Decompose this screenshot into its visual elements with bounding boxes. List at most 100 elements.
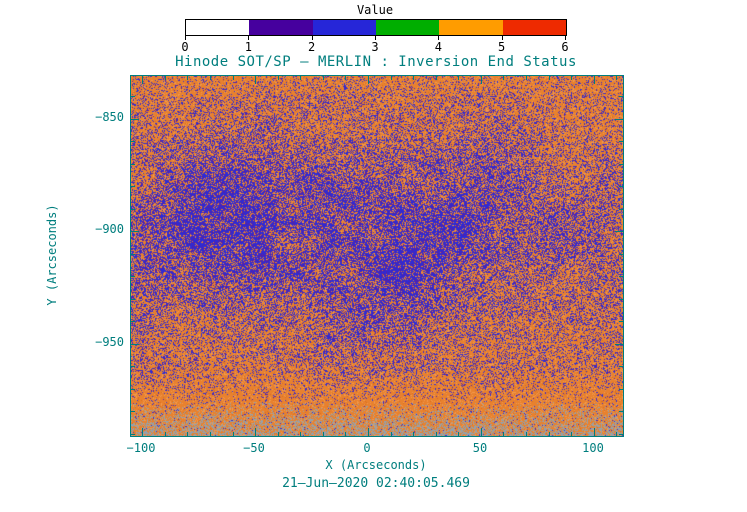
x-tick-label: 100 xyxy=(582,441,604,455)
axis-tick-mark xyxy=(255,76,256,84)
axis-tick-mark xyxy=(323,76,324,80)
colorbar-segment xyxy=(249,20,313,35)
x-tick-label: −50 xyxy=(243,441,265,455)
axis-tick-mark xyxy=(619,321,623,322)
axis-tick-mark xyxy=(131,209,135,210)
colorbar-tick-mark xyxy=(185,36,186,40)
colorbar-segment xyxy=(502,20,566,35)
axis-tick-mark xyxy=(413,76,414,80)
axis-tick-mark xyxy=(619,141,623,142)
colorbar-tick-label: 3 xyxy=(371,40,379,54)
axis-tick-mark xyxy=(619,389,623,390)
axis-tick-mark xyxy=(619,186,623,187)
axis-tick-mark xyxy=(368,428,369,436)
axis-tick-mark xyxy=(131,299,135,300)
axis-tick-mark xyxy=(615,344,623,345)
axis-tick-mark xyxy=(255,428,256,436)
colorbar-tick-label: 5 xyxy=(498,40,506,54)
axis-tick-mark xyxy=(503,432,504,436)
axis-tick-mark xyxy=(131,411,135,412)
axis-tick-mark xyxy=(481,76,482,84)
axis-tick-mark xyxy=(436,76,437,80)
axis-tick-mark xyxy=(131,434,135,435)
axis-tick-mark xyxy=(616,432,617,436)
axis-tick-mark xyxy=(619,254,623,255)
axis-tick-mark xyxy=(165,432,166,436)
axis-tick-mark xyxy=(549,432,550,436)
axis-tick-mark xyxy=(368,76,369,84)
axis-tick-mark xyxy=(571,76,572,80)
y-tick-label: −850 xyxy=(95,110,124,124)
axis-tick-mark xyxy=(131,254,135,255)
colorbar-tick-label: 6 xyxy=(561,40,569,54)
axis-tick-mark xyxy=(131,119,139,120)
colorbar-tick-mark xyxy=(248,36,250,40)
heatmap-canvas xyxy=(131,76,623,436)
axis-tick-mark xyxy=(619,434,623,435)
colorbar-tick-mark xyxy=(375,36,376,40)
axis-tick-mark xyxy=(615,119,623,120)
colorbar-tick-mark xyxy=(438,36,440,40)
axis-tick-mark xyxy=(233,76,234,80)
axis-tick-mark xyxy=(131,276,135,277)
axis-tick-mark xyxy=(619,299,623,300)
axis-tick-mark xyxy=(131,321,135,322)
axis-tick-mark xyxy=(481,428,482,436)
plot-frame xyxy=(130,75,624,437)
axis-tick-mark xyxy=(210,76,211,80)
axis-tick-mark xyxy=(571,432,572,436)
axis-tick-mark xyxy=(413,432,414,436)
axis-tick-mark xyxy=(391,432,392,436)
colorbar-segment xyxy=(439,20,503,35)
axis-tick-mark xyxy=(594,76,595,84)
axis-tick-mark xyxy=(619,366,623,367)
axis-tick-mark xyxy=(594,428,595,436)
y-tick-label: −900 xyxy=(95,222,124,236)
axis-tick-mark xyxy=(131,186,135,187)
axis-tick-mark xyxy=(187,432,188,436)
y-tick-label: −950 xyxy=(95,335,124,349)
axis-tick-mark xyxy=(300,432,301,436)
timestamp-caption: 21—Jun—2020 02:40:05.469 xyxy=(282,476,470,491)
axis-tick-mark xyxy=(619,276,623,277)
axis-tick-mark xyxy=(131,389,135,390)
axis-tick-mark xyxy=(187,76,188,80)
axis-tick-mark xyxy=(619,209,623,210)
axis-tick-mark xyxy=(615,231,623,232)
colorbar-tick-mark xyxy=(565,36,566,40)
y-axis-label: Y (Arcseconds) xyxy=(45,204,59,306)
axis-tick-mark xyxy=(131,164,135,165)
axis-tick-mark xyxy=(210,432,211,436)
axis-tick-mark xyxy=(131,344,139,345)
axis-tick-mark xyxy=(300,76,301,80)
axis-tick-mark xyxy=(345,432,346,436)
axis-tick-mark xyxy=(278,432,279,436)
axis-tick-mark xyxy=(526,76,527,80)
axis-tick-mark xyxy=(391,76,392,80)
axis-tick-mark xyxy=(165,76,166,80)
axis-tick-mark xyxy=(233,432,234,436)
colorbar xyxy=(185,19,567,36)
colorbar-tick-mark xyxy=(501,36,503,40)
colorbar-tick-label: 4 xyxy=(434,40,442,54)
axis-tick-mark xyxy=(131,141,135,142)
plot-title: Hinode SOT/SP — MERLIN : Inversion End S… xyxy=(175,54,577,70)
axis-tick-mark xyxy=(503,76,504,80)
colorbar-segment xyxy=(312,20,376,35)
colorbar-segment xyxy=(186,20,250,35)
x-axis-label: X (Arcseconds) xyxy=(325,458,427,472)
axis-tick-mark xyxy=(458,76,459,80)
axis-tick-mark xyxy=(619,411,623,412)
colorbar-tick-label: 0 xyxy=(181,40,189,54)
axis-tick-mark xyxy=(619,96,623,97)
axis-tick-mark xyxy=(131,366,135,367)
axis-tick-mark xyxy=(436,432,437,436)
axis-tick-mark xyxy=(142,428,143,436)
colorbar-tick-label: 1 xyxy=(244,40,252,54)
axis-tick-mark xyxy=(526,432,527,436)
colorbar-tick-mark xyxy=(311,36,313,40)
axis-tick-mark xyxy=(323,432,324,436)
colorbar-tick-label: 2 xyxy=(308,40,316,54)
axis-tick-mark xyxy=(131,231,139,232)
